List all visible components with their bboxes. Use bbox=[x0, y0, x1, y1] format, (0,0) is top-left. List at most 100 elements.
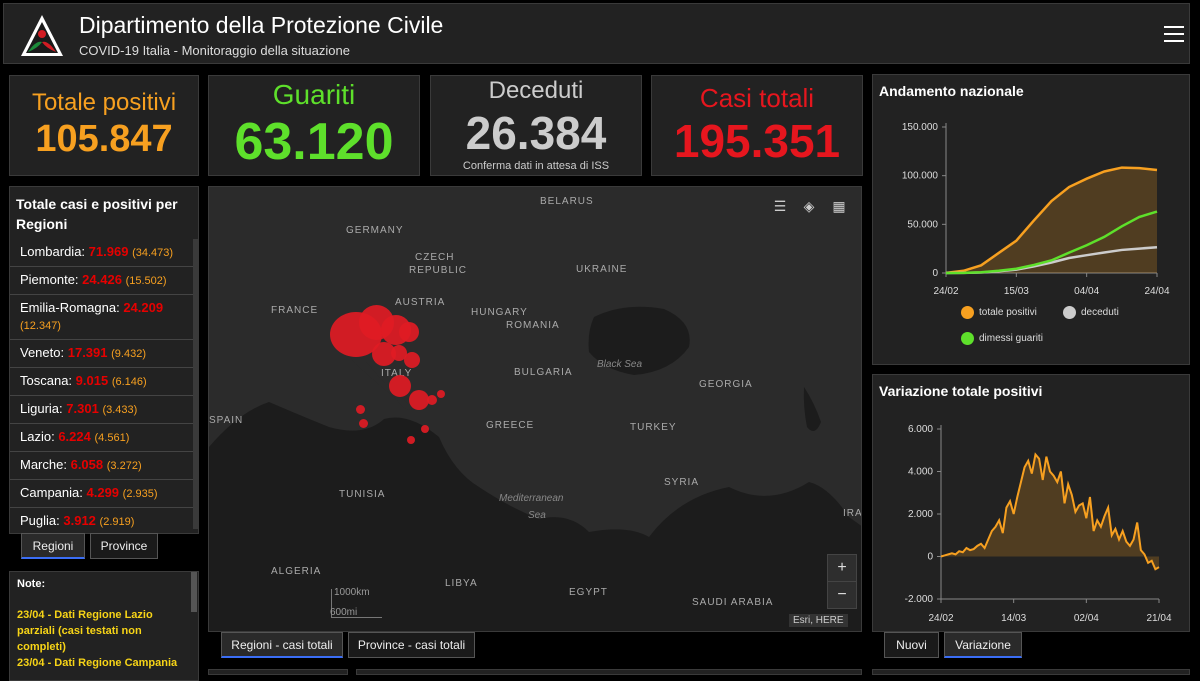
legend-dot-icon bbox=[961, 306, 974, 319]
tab-regioni[interactable]: Regioni bbox=[21, 533, 85, 559]
case-bubble[interactable] bbox=[404, 352, 420, 368]
case-bubble[interactable] bbox=[421, 425, 429, 433]
map-label: LIBYA bbox=[445, 578, 478, 589]
list-item[interactable]: Campania: 4.299 (2.935) bbox=[10, 480, 198, 508]
bottom-panel-edge bbox=[356, 669, 862, 675]
stat-card-deceduti: Deceduti 26.384 Conferma dati in attesa … bbox=[430, 75, 642, 176]
map-panel[interactable]: BELARUS GERMANY CZECH REPUBLIC UKRAINE F… bbox=[208, 186, 862, 632]
stat-value-guariti: 63.120 bbox=[234, 113, 394, 171]
andamento-chart-panel: Andamento nazionale 0 50.000 100.000 150.00… bbox=[872, 74, 1190, 365]
map-label: ROMANIA bbox=[506, 320, 560, 331]
case-bubble[interactable] bbox=[437, 390, 445, 398]
list-item[interactable]: Emilia-Romagna: 24.209 (12.347) bbox=[10, 295, 198, 340]
zoom-in-button[interactable]: + bbox=[828, 555, 856, 582]
andamento-chart: 0 50.000 100.000 150.000 24/02 15/03 04/04 24/0… bbox=[902, 122, 1170, 297]
case-bubble[interactable] bbox=[409, 390, 429, 410]
map-label: IRA bbox=[843, 508, 862, 519]
notes-title: Note: bbox=[17, 578, 46, 590]
list-item[interactable]: Toscana: 9.015 (6.146) bbox=[10, 368, 198, 396]
map-label: SPAIN bbox=[209, 415, 244, 426]
stat-value-casi: 195.351 bbox=[673, 115, 841, 167]
y-tick-label: 100.000 bbox=[902, 171, 939, 182]
list-item[interactable]: Puglia: 3.912 (2.919) bbox=[10, 508, 198, 534]
tab-province-casi-totali[interactable]: Province - casi totali bbox=[348, 632, 475, 658]
region-list-scrollbar[interactable] bbox=[193, 239, 198, 529]
y-tick-label: 150.000 bbox=[902, 122, 939, 133]
scale-km: 1000km bbox=[334, 587, 370, 598]
chart-title: Andamento nazionale bbox=[879, 83, 1024, 99]
sea-label: Sea bbox=[528, 510, 546, 521]
list-item[interactable]: Piemonte: 24.426 (15.502) bbox=[10, 267, 198, 295]
map-label: BELARUS bbox=[540, 196, 594, 207]
stat-card-casi-totali: Casi totali 195.351 bbox=[651, 75, 863, 176]
stat-label-casi: Casi totali bbox=[699, 83, 815, 113]
scale-bar bbox=[331, 589, 382, 618]
stat-note-deceduti: Conferma dati in attesa di ISS bbox=[462, 160, 610, 172]
map-label: GEORGIA bbox=[699, 379, 753, 390]
case-bubble[interactable] bbox=[399, 322, 419, 342]
zoom-out-button[interactable]: − bbox=[837, 586, 847, 603]
map-label: TURKEY bbox=[630, 422, 677, 433]
map-label: BULGARIA bbox=[514, 367, 573, 378]
region-list[interactable]: Lombardia: 71.969 (34.473) Piemonte: 24.… bbox=[10, 239, 198, 534]
variazione-chart: -2.000 0 2.000 4.000 6.000 24/02 14/03 02/04 21/… bbox=[905, 424, 1172, 624]
variazione-chart-panel: Variazione totale positivi -2.000 0 2.000 4… bbox=[872, 374, 1190, 632]
map-label: SAUDI ARABIA bbox=[692, 597, 774, 608]
map-label: FRANCE bbox=[271, 305, 319, 316]
stat-label-guariti: Guariti bbox=[272, 79, 356, 110]
case-bubble[interactable] bbox=[407, 436, 415, 444]
stat-card-totale-positivi: Totale positivi 105.847 bbox=[9, 75, 199, 176]
list-icon[interactable]: ☰ bbox=[773, 198, 787, 214]
zoom-controls: + − bbox=[827, 554, 857, 609]
list-item[interactable]: Lombardia: 71.969 (34.473) bbox=[10, 239, 198, 267]
y-tick-label: 4.000 bbox=[908, 467, 933, 478]
sea-label: Black Sea bbox=[597, 359, 643, 370]
note-item: 23/04 - Dati Regione Lazio parziali (cas… bbox=[17, 609, 153, 653]
list-item[interactable]: Liguria: 7.301 (3.433) bbox=[10, 396, 198, 424]
stat-value-positivi: 105.847 bbox=[35, 118, 173, 160]
list-item[interactable]: Marche: 6.058 (3.272) bbox=[10, 452, 198, 480]
qr-code-icon[interactable]: ▦ bbox=[832, 198, 846, 214]
x-tick-label: 14/03 bbox=[1001, 613, 1026, 624]
legend-dot-icon bbox=[961, 332, 974, 345]
scale-mi: 600mi bbox=[330, 607, 358, 618]
map-label: ITALY bbox=[381, 368, 413, 379]
map-label: REPUBLIC bbox=[409, 265, 468, 276]
note-item: 23/04 - Dati Regione Campania bbox=[17, 657, 178, 669]
list-item[interactable]: Lazio: 6.224 (4.561) bbox=[10, 424, 198, 452]
layers-icon[interactable]: ◈ bbox=[803, 198, 815, 214]
chart-title: Variazione totale positivi bbox=[879, 383, 1043, 399]
bottom-panel-edge bbox=[208, 669, 348, 675]
case-bubble[interactable] bbox=[389, 375, 411, 397]
legend-deceduti: deceduti bbox=[1063, 306, 1119, 319]
case-bubble[interactable] bbox=[359, 419, 368, 428]
tab-nuovi[interactable]: Nuovi bbox=[884, 632, 939, 658]
list-item[interactable]: Veneto: 17.391 (9.432) bbox=[10, 340, 198, 368]
protezione-civile-logo bbox=[21, 15, 63, 56]
map-basemap bbox=[209, 187, 861, 631]
map-label: HUNGARY bbox=[471, 307, 528, 318]
case-bubble[interactable] bbox=[356, 405, 365, 414]
regions-panel: Totale casi e positivi per Regioni Lomba… bbox=[9, 186, 199, 534]
tab-regioni-casi-totali[interactable]: Regioni - casi totali bbox=[221, 632, 343, 658]
legend-dimessi-guariti: dimessi guariti bbox=[961, 332, 1043, 345]
y-tick-label: 6.000 bbox=[908, 424, 933, 435]
app-title: Dipartimento della Protezione Civile bbox=[79, 12, 444, 38]
case-bubble[interactable] bbox=[427, 395, 437, 405]
x-tick-label: 15/03 bbox=[1004, 286, 1029, 297]
tab-province[interactable]: Province bbox=[90, 533, 158, 559]
x-tick-label: 24/02 bbox=[928, 613, 953, 624]
tab-variazione[interactable]: Variazione bbox=[944, 632, 1022, 658]
notes-scrollbar[interactable] bbox=[191, 572, 197, 612]
series-line bbox=[940, 452, 1160, 571]
map-label: GERMANY bbox=[346, 225, 404, 236]
legend-dot-icon bbox=[1063, 306, 1076, 319]
series-area bbox=[941, 454, 1159, 570]
case-bubble[interactable] bbox=[391, 345, 407, 361]
y-tick-label: 0 bbox=[932, 268, 938, 279]
x-tick-label: 24/02 bbox=[933, 286, 958, 297]
map-attribution: Esri, HERE bbox=[789, 614, 848, 627]
map-label: ALGERIA bbox=[271, 566, 322, 577]
bottom-panel-edge bbox=[872, 669, 1190, 675]
hamburger-menu-icon[interactable] bbox=[1164, 26, 1184, 42]
